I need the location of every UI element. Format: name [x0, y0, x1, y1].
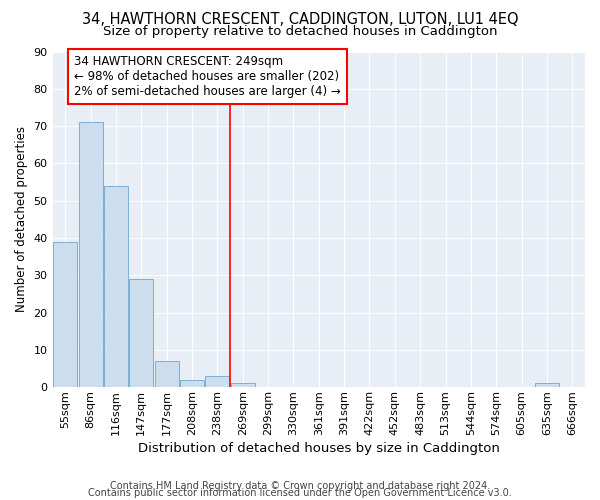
Bar [535, 384, 559, 387]
Bar [205, 376, 229, 387]
Bar [53, 242, 77, 387]
Bar [79, 122, 103, 387]
Text: Contains HM Land Registry data © Crown copyright and database right 2024.: Contains HM Land Registry data © Crown c… [110, 481, 490, 491]
Bar [129, 279, 154, 387]
X-axis label: Distribution of detached houses by size in Caddington: Distribution of detached houses by size … [138, 442, 500, 455]
Text: 34, HAWTHORN CRESCENT, CADDINGTON, LUTON, LU1 4EQ: 34, HAWTHORN CRESCENT, CADDINGTON, LUTON… [82, 12, 518, 28]
Text: Size of property relative to detached houses in Caddington: Size of property relative to detached ho… [103, 25, 497, 38]
Y-axis label: Number of detached properties: Number of detached properties [15, 126, 28, 312]
Text: 34 HAWTHORN CRESCENT: 249sqm
← 98% of detached houses are smaller (202)
2% of se: 34 HAWTHORN CRESCENT: 249sqm ← 98% of de… [74, 55, 341, 98]
Bar [180, 380, 204, 387]
Bar [155, 361, 179, 387]
Text: Contains public sector information licensed under the Open Government Licence v3: Contains public sector information licen… [88, 488, 512, 498]
Bar [230, 384, 255, 387]
Bar [104, 186, 128, 387]
